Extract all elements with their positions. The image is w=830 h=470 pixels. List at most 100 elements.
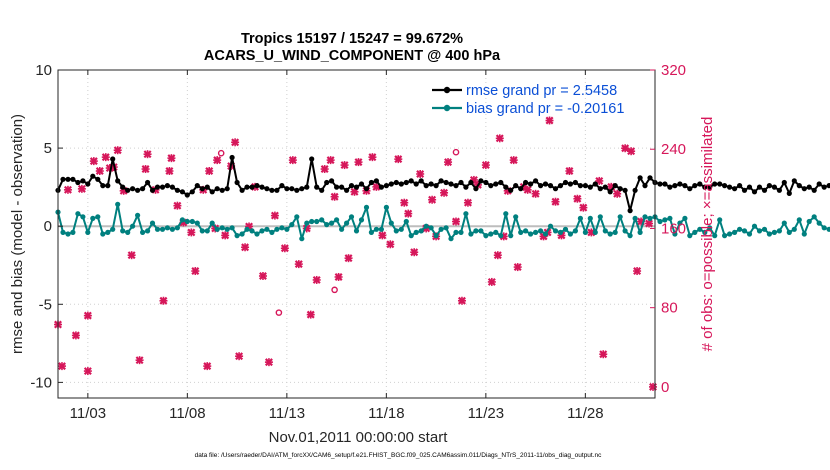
bias-point: [254, 231, 260, 237]
rmse-point: [503, 184, 509, 190]
bias-point: [423, 223, 429, 229]
bias-point: [309, 218, 315, 225]
bias-point: [239, 231, 245, 237]
rmse-point: [294, 187, 300, 193]
y-tick-right-label: 320: [661, 62, 686, 79]
bias-point: [339, 226, 345, 232]
bias-point: [498, 233, 504, 239]
bias-point: [408, 233, 414, 239]
rmse-point: [244, 184, 250, 190]
rmse-point: [493, 181, 499, 187]
bias-point: [607, 231, 613, 237]
bias-point: [538, 228, 544, 234]
bias-point: [189, 218, 195, 225]
rmse-point: [423, 183, 429, 189]
rmse-point: [806, 184, 812, 190]
rmse-point: [607, 189, 613, 195]
bias-point: [627, 233, 633, 239]
bias-point: [314, 218, 320, 225]
bias-point: [294, 214, 300, 220]
rmse-point: [667, 184, 673, 190]
rmse-point: [393, 179, 399, 186]
rmse-point: [339, 184, 345, 190]
bias-point: [647, 215, 653, 221]
bias-point: [557, 229, 564, 235]
obs-assimilated-marker: [71, 331, 80, 340]
rmse-point: [791, 178, 797, 184]
rmse-point: [657, 181, 663, 187]
rmse-point: [712, 181, 718, 187]
rmse-point: [622, 187, 628, 193]
rmse-point: [647, 175, 653, 181]
bias-point: [130, 223, 136, 229]
bias-point: [438, 226, 444, 232]
bias-point: [428, 225, 434, 231]
bias-point: [741, 228, 748, 234]
rmse-point: [75, 179, 81, 186]
rmse-point: [209, 189, 215, 195]
bias-point: [70, 229, 76, 235]
obs-assimilated-marker: [95, 167, 104, 176]
obs-assimilated-marker: [523, 185, 532, 194]
rmse-point: [60, 176, 66, 182]
rmse-series: [55, 154, 830, 214]
obs-assimilated-marker: [312, 275, 321, 284]
rmse-point: [95, 176, 101, 182]
rmse-point: [473, 186, 479, 192]
bias-point: [533, 229, 539, 235]
rmse-point: [722, 183, 728, 189]
bias-point: [518, 229, 524, 235]
legend: rmse grand pr = 2.5458 bias grand pr = -…: [432, 83, 624, 117]
rmse-point: [552, 186, 559, 192]
bias-point: [60, 229, 66, 235]
rmse-point: [239, 187, 245, 193]
rmse-point: [284, 186, 290, 192]
obs-assimilated-marker: [264, 358, 273, 367]
rmse-point: [592, 181, 598, 187]
obs-assimilated-marker: [280, 244, 289, 253]
y-tick-right-label: 160: [661, 220, 686, 237]
obs-assimilated-marker: [294, 260, 303, 269]
obs-assimilated-marker: [493, 251, 502, 260]
rmse-point: [766, 183, 773, 189]
bias-point: [75, 211, 81, 217]
rmse-point: [413, 181, 419, 187]
bias-point: [105, 229, 111, 235]
rmse-point: [344, 187, 350, 193]
obs-assimilated-marker: [551, 197, 560, 206]
rmse-point: [717, 181, 723, 187]
y-tick-left-label: 10: [35, 62, 52, 79]
x-tick-label: 11/28: [567, 405, 603, 422]
rmse-point: [751, 189, 758, 195]
rmse-point: [687, 186, 693, 192]
bias-point: [319, 217, 325, 223]
bias-point: [712, 233, 718, 239]
rmse-point: [358, 181, 365, 187]
bias-point: [562, 226, 569, 232]
obs-assimilated-marker: [221, 231, 230, 240]
x-tick-label: 11/13: [269, 405, 305, 422]
y-axis-right-label: # of obs: o=possible; ×=assimilated: [699, 117, 716, 352]
bias-point: [383, 204, 389, 210]
bias-point: [443, 225, 449, 231]
obs-assimilated-marker: [545, 116, 554, 125]
bias-point: [179, 217, 185, 223]
rmse-point: [398, 181, 404, 187]
bias-point: [348, 214, 355, 220]
rmse-point: [229, 154, 235, 161]
obs-assimilated-marker: [270, 211, 279, 220]
rmse-point: [254, 183, 260, 189]
obs-assimilated-marker: [613, 189, 622, 198]
bias-point: [125, 229, 131, 235]
rmse-point: [488, 183, 494, 189]
bias-point: [488, 231, 494, 237]
bias-point: [159, 226, 166, 232]
bias-point: [732, 229, 738, 235]
bias-point: [249, 228, 255, 234]
bias-point: [154, 226, 161, 232]
obs-assimilated-marker: [288, 156, 297, 165]
rmse-point: [443, 179, 449, 186]
rmse-point: [816, 181, 822, 187]
rmse-point: [786, 190, 792, 196]
rmse-point: [528, 181, 534, 187]
